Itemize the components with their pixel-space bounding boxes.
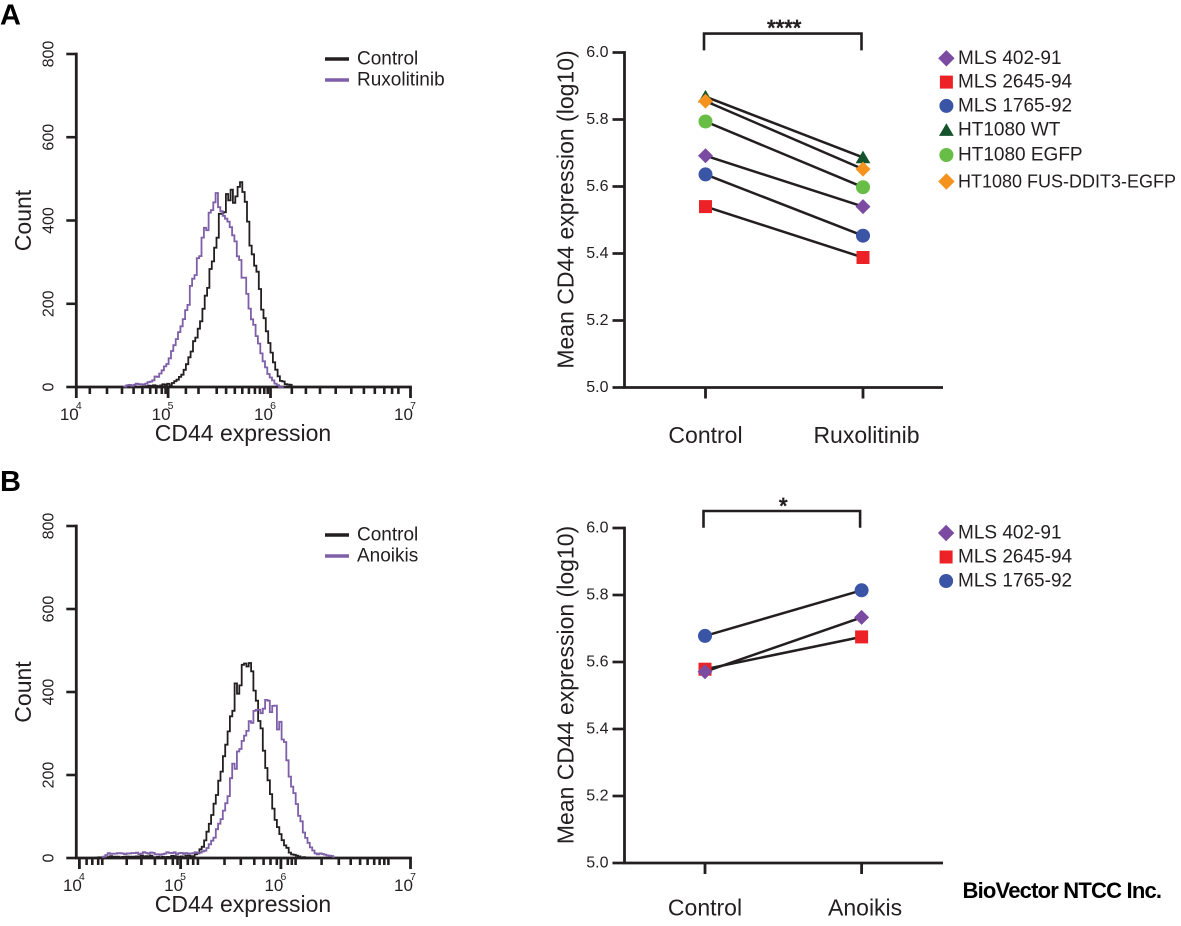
svg-text:5.4: 5.4 [586, 245, 608, 262]
svg-text:5: 5 [168, 400, 174, 412]
svg-text:MLS 1765-92: MLS 1765-92 [958, 95, 1072, 116]
svg-text:0: 0 [40, 382, 57, 391]
svg-text:800: 800 [40, 41, 57, 68]
svg-text:10: 10 [394, 405, 413, 424]
svg-text:10: 10 [152, 405, 171, 424]
svg-text:CD44 expression: CD44 expression [155, 891, 331, 917]
svg-text:6: 6 [270, 400, 276, 412]
svg-text:600: 600 [40, 596, 57, 623]
svg-text:5.2: 5.2 [586, 788, 608, 805]
svg-text:10: 10 [63, 876, 82, 895]
svg-text:Ruxolitinib: Ruxolitinib [357, 70, 445, 91]
svg-text:5.4: 5.4 [586, 721, 608, 738]
svg-text:10: 10 [264, 876, 283, 895]
svg-text:5.6: 5.6 [586, 178, 608, 195]
svg-text:MLS 402-91: MLS 402-91 [958, 48, 1062, 69]
svg-text:7: 7 [410, 871, 416, 883]
svg-text:5.2: 5.2 [586, 312, 608, 329]
svg-text:MLS 402-91: MLS 402-91 [958, 523, 1062, 544]
svg-text:Anoikis: Anoikis [357, 546, 418, 567]
svg-text:10: 10 [164, 876, 183, 895]
svg-text:400: 400 [40, 679, 57, 706]
svg-text:Control: Control [357, 525, 418, 546]
svg-text:BioVector NTCC Inc.: BioVector NTCC Inc. [963, 878, 1162, 903]
svg-text:Control: Control [668, 895, 742, 921]
svg-text:10: 10 [254, 405, 273, 424]
svg-text:4: 4 [76, 400, 82, 412]
svg-text:0: 0 [40, 853, 57, 862]
svg-text:Mean CD44 expression (log10): Mean CD44 expression (log10) [553, 526, 579, 844]
svg-text:5.6: 5.6 [586, 654, 608, 671]
svg-text:4: 4 [79, 871, 85, 883]
svg-text:Mean CD44 expression (log10): Mean CD44 expression (log10) [553, 50, 579, 368]
svg-text:MLS 1765-92: MLS 1765-92 [958, 571, 1072, 592]
svg-text:HT1080 FUS-DDIT3-EGFP: HT1080 FUS-DDIT3-EGFP [958, 172, 1176, 192]
svg-text:10: 10 [60, 405, 79, 424]
svg-text:B: B [0, 466, 21, 498]
svg-text:Count: Count [10, 189, 36, 251]
svg-text:Control: Control [668, 422, 742, 448]
svg-text:Ruxolitinib: Ruxolitinib [813, 422, 919, 448]
svg-text:A: A [0, 0, 21, 32]
svg-text:HT1080 EGFP: HT1080 EGFP [958, 145, 1083, 166]
svg-text:Count: Count [10, 661, 36, 723]
svg-text:MLS 2645-94: MLS 2645-94 [958, 72, 1073, 93]
svg-text:Anoikis: Anoikis [828, 895, 902, 921]
svg-text:600: 600 [40, 124, 57, 151]
svg-text:Control: Control [357, 49, 418, 70]
svg-text:CD44 expression: CD44 expression [155, 420, 331, 446]
svg-text:5.0: 5.0 [586, 855, 608, 872]
svg-text:400: 400 [40, 207, 57, 234]
svg-text:10: 10 [394, 876, 413, 895]
svg-text:MLS 2645-94: MLS 2645-94 [958, 547, 1073, 568]
svg-text:HT1080 WT: HT1080 WT [958, 120, 1061, 141]
svg-text:800: 800 [40, 513, 57, 540]
svg-text:7: 7 [410, 400, 416, 412]
svg-text:5.8: 5.8 [586, 587, 608, 604]
svg-text:5: 5 [180, 871, 186, 883]
svg-text:5.0: 5.0 [586, 379, 608, 396]
svg-text:200: 200 [40, 290, 57, 317]
svg-text:*: * [779, 494, 788, 519]
svg-text:200: 200 [40, 762, 57, 789]
svg-text:6.0: 6.0 [586, 520, 608, 537]
svg-text:6.0: 6.0 [586, 44, 608, 61]
svg-text:****: **** [767, 16, 802, 41]
svg-text:6: 6 [280, 871, 286, 883]
svg-text:5.8: 5.8 [586, 111, 608, 128]
